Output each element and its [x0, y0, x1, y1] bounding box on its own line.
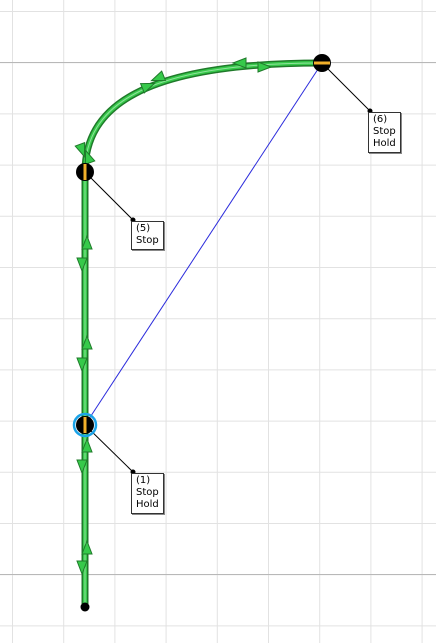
stop-label-6[interactable]: (6) Stop Hold: [368, 112, 401, 153]
triangle-arrow-icon: [74, 141, 86, 158]
triangle-arrow-icon: [150, 70, 167, 82]
selected-ring-icon: [72, 412, 98, 438]
triangle-arrow-icon: [81, 539, 93, 555]
direction-arrows: [74, 57, 273, 576]
route-path[interactable]: [81, 59, 323, 607]
stop-number: (6): [373, 114, 388, 125]
triangle-arrow-icon: [76, 560, 88, 576]
stop-label-5[interactable]: (5) Stop: [131, 221, 164, 250]
stop-node-1[interactable]: [72, 412, 98, 438]
stop-bar-icon: [314, 61, 330, 65]
triangle-arrow-icon: [76, 357, 88, 373]
stop-type: Stop: [136, 487, 159, 498]
stop-number: (5): [136, 223, 151, 234]
triangle-arrow-icon: [257, 61, 273, 73]
leader-lines: [84, 62, 373, 475]
triangle-arrow-icon: [76, 459, 88, 475]
stop-label-1[interactable]: (1) Stop Hold: [131, 473, 164, 514]
stop-type: Hold: [136, 499, 159, 510]
grid-major-lines: [0, 62, 436, 575]
triangle-arrow-icon: [81, 437, 93, 453]
route-end-dot-icon[interactable]: [80, 602, 90, 612]
stop-type: Hold: [373, 138, 396, 149]
triangle-arrow-icon: [81, 334, 93, 350]
triangle-arrow-icon: [76, 257, 88, 273]
stop-type: Stop: [373, 126, 396, 137]
stop-bar-icon: [83, 417, 87, 433]
triangle-arrow-icon: [139, 82, 156, 94]
triangle-arrow-icon: [81, 234, 93, 250]
triangle-arrow-icon: [231, 57, 247, 69]
stop-number: (1): [136, 475, 151, 486]
stop-bar-icon: [83, 164, 87, 180]
link-line[interactable]: [84, 62, 323, 426]
stop-type: Stop: [136, 235, 159, 246]
stop-node-6[interactable]: [313, 54, 331, 72]
triangle-arrow-icon: [84, 149, 96, 166]
stop-node-5[interactable]: [76, 163, 94, 181]
